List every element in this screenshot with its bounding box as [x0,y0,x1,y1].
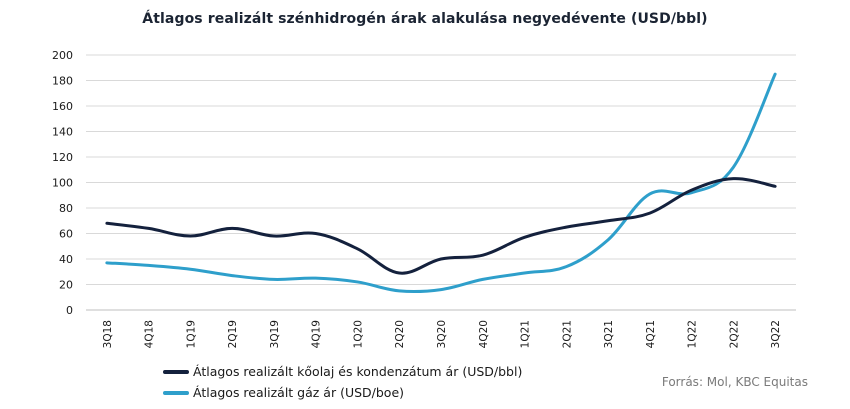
source-note: Forrás: Mol, KBC Equitas [661,375,808,389]
legend-swatch-oil [163,369,189,374]
x-tick-label: 3Q21 [603,320,615,348]
legend-label-oil: Átlagos realizált kőolaj és kondenzátum … [193,364,523,379]
y-tick-label: 80 [59,202,73,215]
x-tick-label: 3Q22 [770,320,782,348]
y-tick-label: 140 [52,126,73,139]
y-tick-label: 120 [52,151,73,164]
legend-item-oil: Átlagos realizált kőolaj és kondenzátum … [163,364,522,379]
x-tick-label: 2Q21 [561,320,573,348]
x-tick-label: 4Q18 [144,320,156,348]
x-tick-label: 1Q22 [687,320,699,348]
y-tick-label: 200 [52,49,73,62]
x-tick-label: 4Q21 [645,320,657,348]
legend-swatch-gas [163,390,189,395]
legend-label-gas: Átlagos realizált gáz ár (USD/boe) [193,385,405,400]
x-tick-label: 3Q20 [436,320,448,348]
x-tick-label: 3Q19 [269,320,281,348]
series-line-gas [105,72,777,294]
x-tick-label: 1Q21 [520,320,532,348]
y-tick-label: 60 [59,228,73,241]
x-tick-label: 4Q19 [311,320,323,348]
chart-title: Átlagos realizált szénhidrogén árak alak… [142,11,708,27]
y-tick-label: 180 [52,75,73,88]
x-tick-label: 1Q20 [352,320,364,348]
x-tick-label: 3Q18 [102,320,114,348]
x-tick-label: 2Q19 [227,320,239,348]
legend-item-gas: Átlagos realizált gáz ár (USD/boe) [163,385,404,400]
y-tick-label: 160 [52,100,73,113]
y-tick-label: 40 [59,253,73,266]
x-tick-label: 1Q19 [185,320,197,348]
y-tick-label: 0 [66,304,73,317]
y-tick-label: 20 [59,279,73,292]
x-tick-label: 4Q20 [478,320,490,348]
y-tick-label: 100 [52,177,73,190]
x-tick-label: 2Q22 [728,320,740,348]
x-tick-label: 2Q20 [394,320,406,348]
